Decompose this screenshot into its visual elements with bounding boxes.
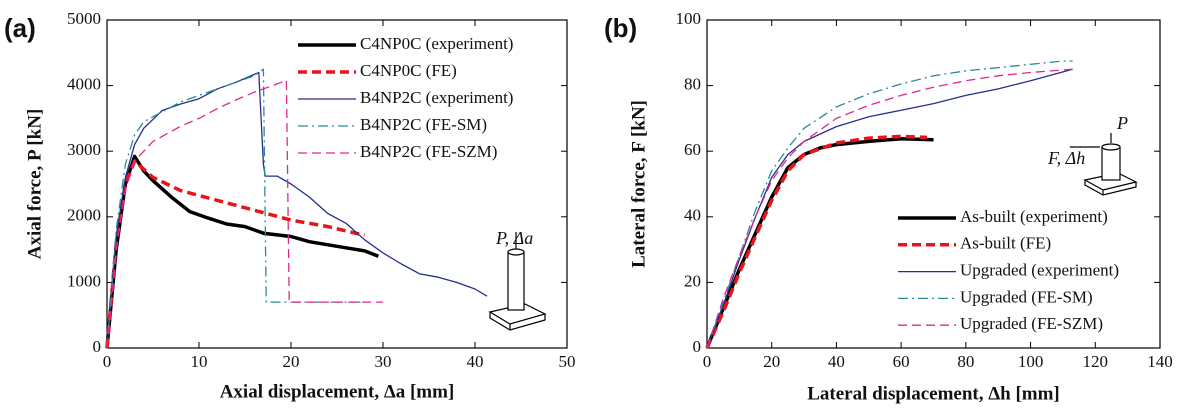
x-tick-label: 30 bbox=[375, 352, 392, 371]
y-tick-label: 20 bbox=[684, 271, 701, 290]
x-tick-label: 50 bbox=[559, 352, 576, 371]
annotation: F, Δh bbox=[1047, 148, 1085, 168]
series-line bbox=[106, 71, 488, 349]
x-tick-label: 20 bbox=[283, 352, 300, 371]
series-line bbox=[706, 60, 1073, 349]
inset-b bbox=[1070, 133, 1138, 196]
y-tick-label: 100 bbox=[676, 9, 702, 28]
legend-label: B4NP2C (experiment) bbox=[360, 88, 513, 107]
x-tick-label: 120 bbox=[1083, 352, 1109, 371]
legend-label: Upgraded (FE-SZM) bbox=[960, 314, 1103, 333]
y-tick-label: 0 bbox=[693, 337, 702, 356]
legend-label: As-built (FE) bbox=[960, 234, 1051, 253]
x-tick-label: 10 bbox=[191, 352, 208, 371]
series-line bbox=[106, 68, 365, 349]
x-tick-label: 100 bbox=[1018, 352, 1044, 371]
series-line bbox=[106, 79, 383, 349]
x-tick-label: 60 bbox=[893, 352, 910, 371]
panel-label: (a) bbox=[4, 13, 36, 43]
y-axis-label: Lateral force, F [kN] bbox=[628, 100, 649, 268]
x-tick-label: 40 bbox=[828, 352, 845, 371]
column-top bbox=[507, 248, 525, 256]
y-tick-label: 1000 bbox=[67, 271, 101, 290]
x-tick-label: 40 bbox=[467, 352, 484, 371]
legend-label: As-built (experiment) bbox=[960, 207, 1108, 226]
series-line bbox=[105, 159, 365, 349]
x-tick-label: 80 bbox=[957, 352, 974, 371]
series-line bbox=[706, 68, 1073, 349]
column bbox=[1101, 146, 1121, 181]
series-line bbox=[105, 154, 380, 349]
y-axis-label: Axial force, P [kN] bbox=[24, 109, 45, 260]
y-tick-label: 40 bbox=[684, 206, 701, 225]
plot-frame bbox=[706, 19, 1161, 349]
series-line bbox=[706, 68, 1073, 349]
y-tick-label: 2000 bbox=[67, 206, 101, 225]
legend-label: Upgraded (FE-SM) bbox=[960, 287, 1093, 306]
x-tick-label: 0 bbox=[103, 352, 112, 371]
x-tick-label: 20 bbox=[763, 352, 780, 371]
legend-label: B4NP2C (FE-SM) bbox=[360, 115, 487, 134]
y-tick-label: 60 bbox=[684, 140, 701, 159]
x-axis-label: Lateral displacement, Δh [mm] bbox=[807, 383, 1060, 404]
column bbox=[507, 251, 525, 311]
x-axis-label: Axial displacement, Δa [mm] bbox=[220, 381, 455, 402]
y-tick-label: 5000 bbox=[67, 9, 101, 28]
x-tick-label: 140 bbox=[1147, 352, 1173, 371]
x-tick-label: 0 bbox=[703, 352, 712, 371]
legend-label: C4NP0C (FE) bbox=[360, 61, 457, 80]
legend-label: B4NP2C (FE-SZM) bbox=[360, 142, 497, 161]
annotation: P bbox=[1116, 113, 1128, 133]
plot-frame bbox=[106, 19, 568, 349]
annotation: P, Δa bbox=[495, 228, 533, 248]
y-tick-label: 0 bbox=[93, 337, 102, 356]
column-top bbox=[1101, 143, 1121, 151]
y-tick-label: 4000 bbox=[67, 75, 101, 94]
legend-label: C4NP0C (experiment) bbox=[360, 34, 513, 53]
inset-a bbox=[488, 232, 547, 331]
y-tick-label: 80 bbox=[684, 75, 701, 94]
panel-label: (b) bbox=[604, 13, 637, 43]
y-tick-label: 3000 bbox=[67, 140, 101, 159]
legend-label: Upgraded (experiment) bbox=[960, 261, 1119, 280]
series-line bbox=[705, 134, 928, 349]
